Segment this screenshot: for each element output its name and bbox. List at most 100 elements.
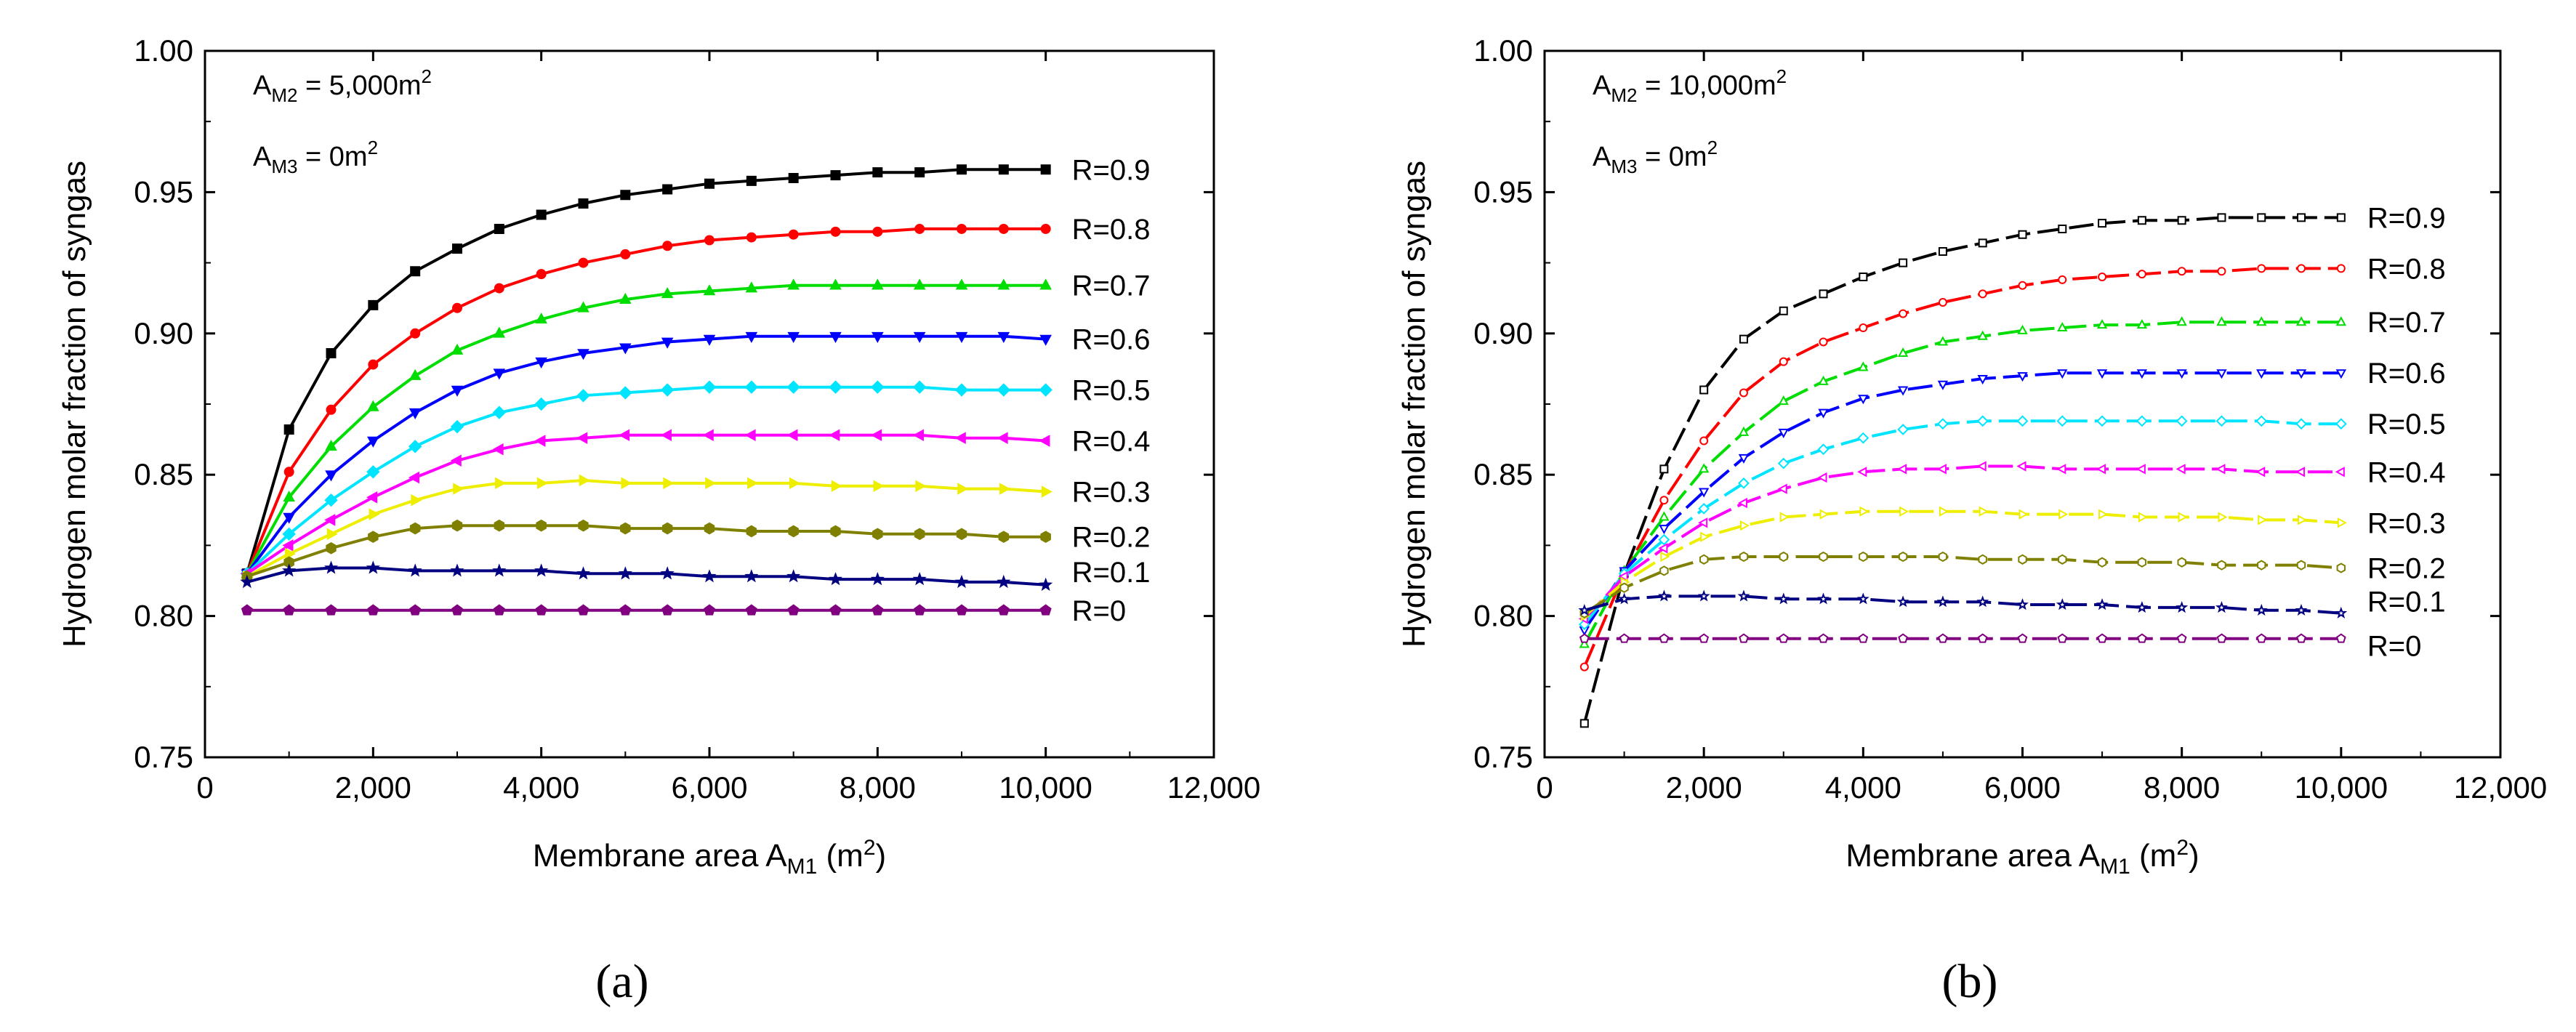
data-point bbox=[535, 604, 547, 616]
data-point bbox=[2096, 415, 2108, 427]
data-point bbox=[702, 569, 717, 583]
data-point bbox=[282, 563, 297, 577]
data-point bbox=[2295, 418, 2307, 430]
data-point bbox=[1659, 511, 1670, 521]
data-point bbox=[619, 343, 632, 355]
data-point bbox=[282, 539, 294, 552]
data-point bbox=[536, 209, 547, 220]
data-point bbox=[872, 226, 883, 237]
data-point bbox=[1819, 337, 1828, 347]
y-tick-label: 1.00 bbox=[134, 33, 193, 68]
data-point bbox=[410, 328, 421, 339]
data-point bbox=[829, 429, 840, 442]
data-point bbox=[1739, 388, 1748, 398]
x-axis-title: Membrane area AM1 (m2) bbox=[533, 836, 886, 879]
data-point bbox=[744, 569, 759, 583]
data-point bbox=[2257, 213, 2266, 222]
data-point bbox=[956, 528, 967, 541]
data-point bbox=[1737, 497, 1747, 509]
data-point bbox=[2178, 512, 2188, 523]
data-point bbox=[283, 467, 294, 477]
data-point bbox=[1979, 506, 1989, 517]
data-point bbox=[1938, 247, 1947, 257]
data-point bbox=[2097, 557, 2107, 568]
x-tick-label: 6,000 bbox=[1984, 770, 2061, 805]
data-point bbox=[450, 419, 464, 434]
data-point bbox=[829, 604, 842, 616]
data-point bbox=[1619, 582, 1629, 593]
data-point bbox=[283, 604, 295, 616]
data-point bbox=[997, 278, 1010, 290]
data-point bbox=[282, 527, 296, 541]
data-point bbox=[788, 525, 799, 538]
data-point bbox=[492, 563, 507, 577]
data-point bbox=[453, 483, 464, 495]
data-point bbox=[786, 569, 801, 583]
data-point bbox=[619, 429, 630, 442]
data-point bbox=[1898, 633, 1908, 643]
series-line bbox=[246, 334, 1046, 575]
data-point bbox=[1937, 336, 1949, 346]
data-point bbox=[747, 477, 759, 490]
data-point bbox=[957, 483, 969, 495]
data-point bbox=[1899, 309, 1908, 318]
data-point bbox=[2097, 633, 2107, 643]
series-label: R=0.2 bbox=[2367, 553, 2446, 585]
data-point bbox=[1978, 554, 1987, 565]
data-point bbox=[1739, 633, 1749, 643]
y-tick-label: 0.85 bbox=[134, 457, 193, 491]
data-point bbox=[451, 385, 464, 397]
data-point bbox=[2016, 598, 2029, 610]
data-point bbox=[914, 528, 925, 541]
data-point bbox=[368, 359, 379, 370]
data-point bbox=[789, 477, 800, 490]
data-point bbox=[326, 404, 337, 415]
data-point bbox=[452, 302, 462, 313]
series-line bbox=[1582, 267, 2341, 668]
data-point bbox=[578, 198, 589, 209]
data-point bbox=[2016, 415, 2029, 427]
data-point bbox=[913, 278, 926, 290]
data-point bbox=[450, 454, 462, 467]
data-point bbox=[1938, 551, 1948, 563]
data-point bbox=[1777, 592, 1790, 605]
data-point bbox=[1859, 273, 1868, 282]
data-point bbox=[1859, 323, 1868, 333]
data-point bbox=[367, 604, 379, 616]
data-point bbox=[912, 380, 927, 394]
x-tick-label: 2,000 bbox=[1666, 770, 1742, 805]
data-point bbox=[1779, 551, 1788, 563]
data-point bbox=[704, 522, 715, 535]
data-point bbox=[408, 440, 422, 453]
data-point bbox=[1858, 633, 1869, 643]
data-point bbox=[872, 331, 884, 343]
data-point bbox=[2058, 275, 2067, 284]
data-point bbox=[660, 566, 675, 580]
data-point bbox=[661, 287, 674, 299]
x-tick-label: 4,000 bbox=[503, 770, 579, 805]
series-line bbox=[1583, 509, 2341, 618]
data-point bbox=[2096, 598, 2109, 610]
data-point bbox=[1939, 506, 1949, 517]
data-point bbox=[366, 491, 378, 504]
data-point bbox=[1779, 357, 1788, 366]
data-point bbox=[1578, 603, 1591, 616]
data-point bbox=[620, 249, 631, 259]
data-point bbox=[621, 477, 632, 490]
series-line bbox=[1583, 464, 2341, 620]
data-point bbox=[2256, 633, 2267, 643]
data-point bbox=[326, 348, 337, 359]
data-point bbox=[2175, 415, 2188, 427]
data-point bbox=[578, 257, 589, 268]
data-point bbox=[2096, 464, 2106, 475]
data-point bbox=[2295, 467, 2306, 477]
data-point bbox=[957, 164, 967, 175]
data-point bbox=[324, 493, 338, 507]
series-line bbox=[1583, 419, 2341, 626]
data-point bbox=[1819, 509, 1830, 520]
data-point bbox=[787, 331, 800, 343]
data-point bbox=[2177, 267, 2186, 276]
data-point bbox=[2058, 554, 2067, 565]
data-point bbox=[2056, 464, 2066, 475]
data-point bbox=[451, 519, 463, 532]
